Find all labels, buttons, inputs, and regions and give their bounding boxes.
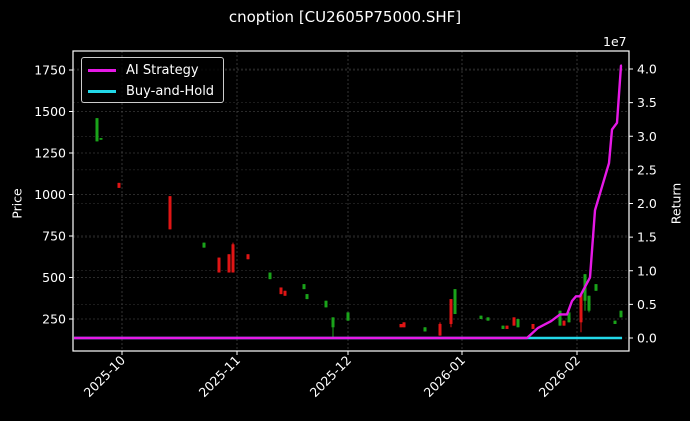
candlestick bbox=[227, 254, 231, 273]
candlestick bbox=[95, 118, 99, 142]
candlestick bbox=[202, 242, 206, 248]
x-tick-label: 2025-11 bbox=[196, 353, 244, 401]
legend: AI Strategy Buy-and-Hold bbox=[81, 57, 224, 103]
candlestick bbox=[613, 320, 617, 324]
x-tick-label: 2026-01 bbox=[421, 353, 469, 401]
left-y-axis-label: Price bbox=[9, 188, 25, 219]
x-tick-label: 2026-02 bbox=[536, 353, 584, 401]
right-tick-label: 0.5 bbox=[637, 297, 657, 312]
candlestick bbox=[268, 272, 272, 280]
candlestick bbox=[168, 196, 172, 230]
left-tick-label: 250 bbox=[42, 312, 66, 327]
candlestick bbox=[512, 317, 516, 326]
candlestick bbox=[505, 325, 509, 329]
candlestick bbox=[619, 310, 623, 318]
candlestick bbox=[558, 310, 562, 326]
candlestick bbox=[438, 322, 442, 336]
right-tick-label: 1.5 bbox=[637, 230, 657, 245]
right-tick-label: 2.5 bbox=[637, 162, 657, 177]
candlestick bbox=[583, 274, 587, 311]
candlestick bbox=[283, 290, 287, 296]
left-tick-label: 750 bbox=[42, 229, 66, 244]
right-axis-multiplier: 1e7 bbox=[603, 34, 627, 49]
left-tick-label: 1000 bbox=[34, 187, 66, 202]
buy-and-hold-line-swatch-icon bbox=[88, 89, 116, 93]
candlestick bbox=[479, 315, 483, 319]
candlestick bbox=[486, 317, 490, 321]
candlestick bbox=[501, 325, 505, 329]
candlestick bbox=[99, 138, 103, 140]
ai-strategy-line-swatch-icon bbox=[88, 68, 116, 72]
right-tick-label: 2.0 bbox=[637, 196, 657, 211]
legend-item-buy-and-hold: Buy-and-Hold bbox=[88, 82, 214, 100]
legend-label: AI Strategy bbox=[126, 62, 199, 78]
candlestick bbox=[399, 323, 403, 328]
candlestick bbox=[567, 312, 571, 323]
right-tick-label: 0.0 bbox=[637, 331, 657, 346]
legend-item-ai-strategy: AI Strategy bbox=[88, 61, 199, 79]
legend-label: Buy-and-Hold bbox=[126, 83, 215, 99]
right-y-axis-label: Return bbox=[668, 182, 684, 225]
candlestick bbox=[246, 254, 250, 260]
candlestick bbox=[453, 289, 457, 315]
candlestick bbox=[331, 317, 335, 339]
ai-strategy-line bbox=[74, 64, 623, 340]
left-tick-label: 1250 bbox=[34, 146, 66, 161]
candlestick bbox=[302, 284, 306, 290]
candlestick bbox=[305, 294, 309, 300]
chart-title: cnoption [CU2605P75000.SHF] bbox=[228, 8, 462, 26]
right-tick-label: 1.0 bbox=[637, 263, 657, 278]
candlestick bbox=[346, 312, 350, 321]
candlestick bbox=[423, 327, 427, 332]
candlestick bbox=[217, 257, 221, 273]
x-tick-label: 2025-10 bbox=[81, 352, 129, 400]
plot-frame bbox=[72, 50, 630, 352]
candlestick bbox=[449, 299, 453, 328]
right-tick-label: 4.0 bbox=[637, 62, 657, 77]
left-tick-label: 500 bbox=[42, 270, 66, 285]
candlestick bbox=[587, 295, 591, 313]
right-tick-label: 3.0 bbox=[637, 129, 657, 144]
x-tick-label: 2025-12 bbox=[307, 353, 355, 401]
candlestick bbox=[279, 287, 283, 295]
candlestick bbox=[531, 323, 535, 329]
left-tick-label: 1750 bbox=[34, 63, 66, 78]
candlestick bbox=[324, 300, 328, 308]
right-tick-label: 3.5 bbox=[637, 95, 657, 110]
left-tick-label: 1500 bbox=[34, 104, 66, 119]
candlestick bbox=[562, 320, 566, 326]
candlestick bbox=[594, 284, 598, 291]
candlestick bbox=[516, 319, 520, 328]
candlestick bbox=[117, 182, 121, 188]
candlestick bbox=[231, 242, 235, 273]
candlestick bbox=[402, 322, 406, 328]
candlestick bbox=[579, 294, 583, 333]
